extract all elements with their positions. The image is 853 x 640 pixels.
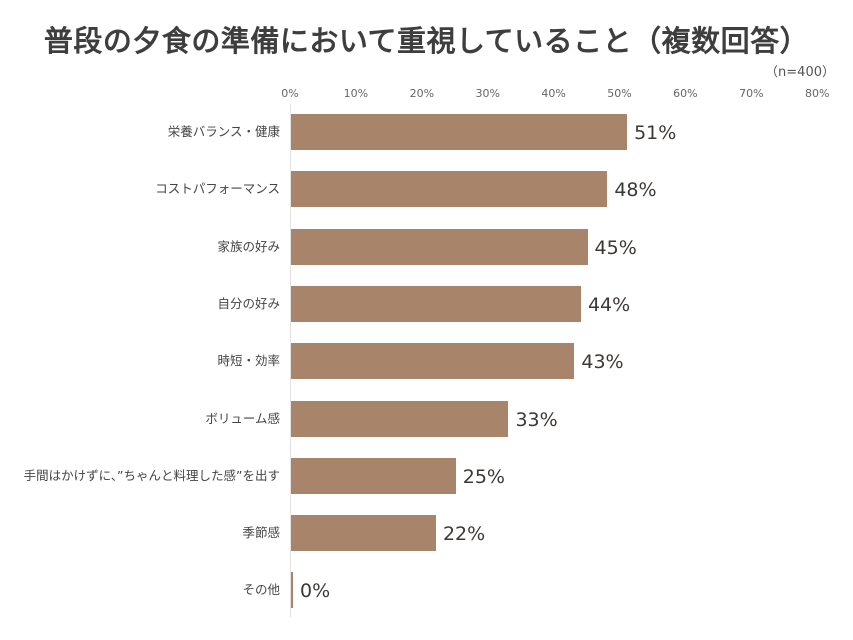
bar [291,228,588,265]
bar-row: 自分の好み 44% [0,285,853,322]
y-axis-line [290,104,291,617]
bar [291,457,456,494]
bar-row: 栄養バランス・健康 51% [0,114,853,150]
chart-title: 普段の夕食の準備において重視していること（複数回答） [43,24,810,58]
bar [291,171,608,208]
category-label: ボリューム感 [205,410,280,426]
bar [291,572,293,609]
bar [291,400,509,437]
x-axis-tick-labels: 0% 10% 20% 30% 40% 50% 60% 70% 80% [0,87,853,103]
category-label: コストパフォーマンス [155,181,280,197]
category-label: 手間はかけずに、”ちゃんと料理した感”を出す [23,467,280,483]
value-label: 45% [594,236,637,259]
category-label: 時短・効率 [217,353,280,369]
value-label: 25% [462,465,505,488]
x-tick-label: 30% [475,87,500,100]
category-label: 自分の好み [217,295,280,311]
bar-row: ボリューム感 33% [0,400,853,437]
x-tick-label: 0% [281,87,299,100]
x-tick-label: 20% [409,87,435,100]
bar [291,285,581,322]
bar-row: 家族の好み 45% [0,228,853,265]
x-tick-label: 70% [739,87,764,100]
sample-size-note: （n=400） [765,65,835,80]
bar-row: 季節感 22% [0,515,853,552]
x-tick-label: 50% [607,87,632,100]
category-label: その他 [242,582,280,598]
value-label: 33% [515,408,558,431]
category-label: 季節感 [242,525,280,541]
bar [291,114,628,150]
value-label: 48% [614,179,657,202]
x-tick-label: 80% [804,87,830,100]
category-label: 栄養バランス・健康 [167,124,280,139]
value-label: 44% [587,293,631,316]
bar [291,343,575,380]
value-label: 43% [581,351,624,374]
bar [291,515,436,552]
bar-row: コストパフォーマンス 48% [0,171,853,208]
category-label: 家族の好み [217,238,280,254]
value-label: 51% [634,122,677,144]
bar-row: 手間はかけずに、”ちゃんと料理した感”を出す 25% [0,457,853,494]
x-tick-label: 40% [541,87,566,100]
value-label: 22% [442,523,486,546]
bar-row: その他 0% [0,572,853,609]
x-tick-label: 60% [673,87,698,100]
bar-row: 時短・効率 43% [0,343,853,380]
x-tick-label: 10% [343,87,369,100]
value-label: 0% [300,580,331,603]
